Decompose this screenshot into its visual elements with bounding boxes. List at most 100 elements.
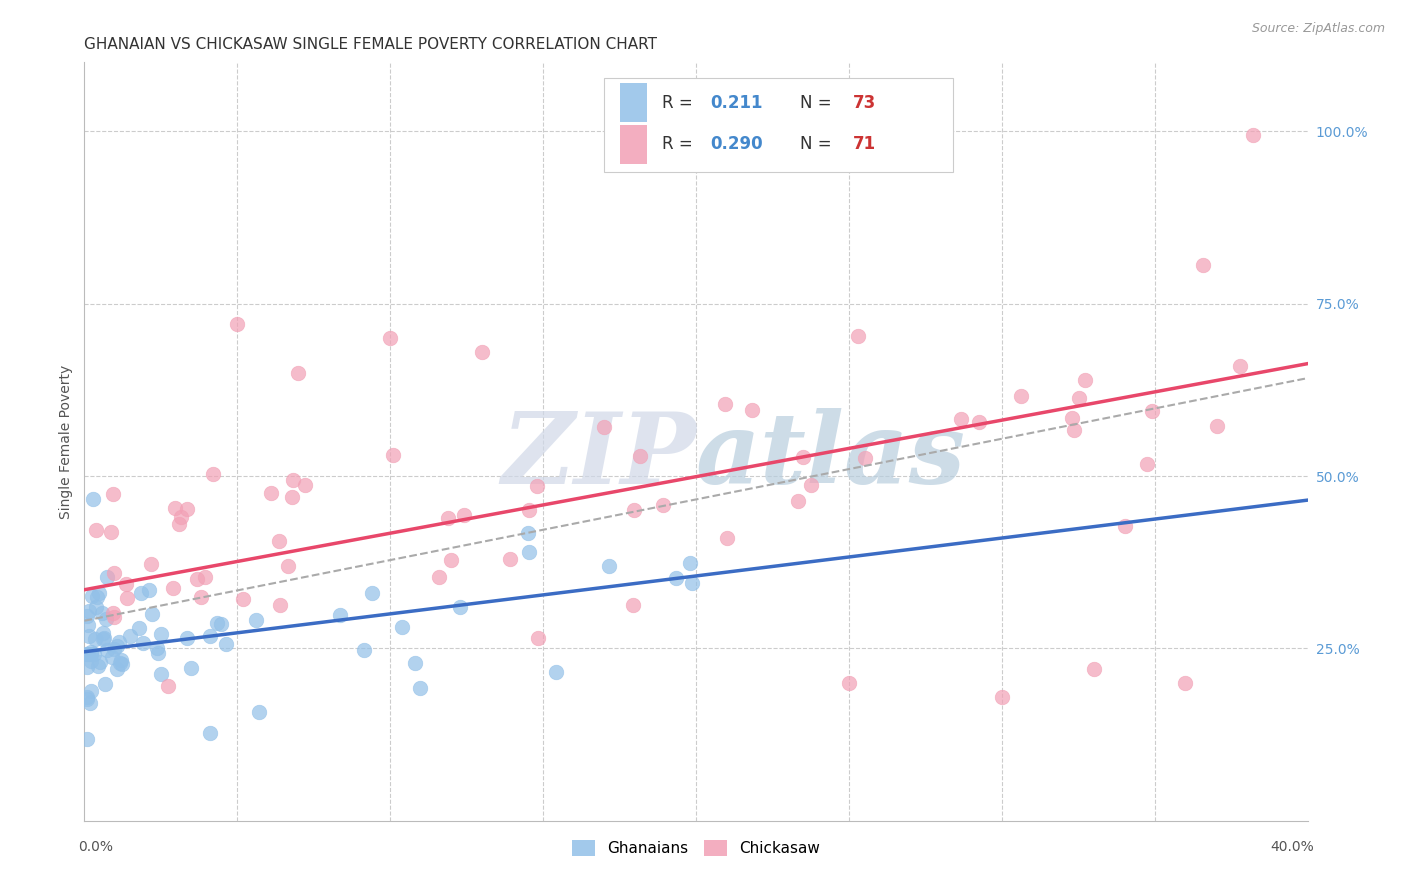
Point xyxy=(1192,258,1215,272)
Point xyxy=(176,631,198,645)
Point xyxy=(1062,411,1084,425)
Text: Source: ZipAtlas.com: Source: ZipAtlas.com xyxy=(1251,22,1385,36)
FancyBboxPatch shape xyxy=(605,78,953,172)
Point xyxy=(110,656,132,670)
Point xyxy=(76,648,98,662)
Point xyxy=(86,659,108,673)
Point xyxy=(84,523,107,537)
Point xyxy=(471,345,494,359)
Text: 40.0%: 40.0% xyxy=(1270,839,1313,854)
Point xyxy=(838,675,860,690)
Point xyxy=(950,412,973,426)
Point xyxy=(198,629,221,643)
Point xyxy=(128,621,150,635)
Point xyxy=(527,632,550,646)
Point xyxy=(1010,389,1032,403)
Point xyxy=(200,726,222,740)
Text: 0.211: 0.211 xyxy=(710,94,763,112)
Point xyxy=(713,397,735,411)
Point xyxy=(209,617,232,632)
Point xyxy=(353,642,375,657)
Point xyxy=(232,591,254,606)
Point xyxy=(194,570,217,584)
Point xyxy=(190,591,212,605)
Point xyxy=(80,683,103,698)
Point xyxy=(101,606,124,620)
Point xyxy=(167,516,190,531)
Point xyxy=(103,487,125,501)
Point xyxy=(991,690,1014,704)
Point xyxy=(1063,423,1085,437)
Point xyxy=(440,552,463,566)
Point xyxy=(94,612,117,626)
Point xyxy=(91,632,114,646)
Point xyxy=(79,696,101,710)
Point xyxy=(118,629,141,643)
Point xyxy=(149,666,172,681)
Point xyxy=(76,690,98,704)
Point xyxy=(76,732,98,747)
Text: 71: 71 xyxy=(852,136,876,153)
Point xyxy=(380,331,402,345)
Text: N =: N = xyxy=(800,136,837,153)
Point xyxy=(1114,518,1136,533)
Text: atlas: atlas xyxy=(696,409,966,505)
Point xyxy=(1140,404,1163,418)
Point xyxy=(76,608,98,623)
Text: N =: N = xyxy=(800,94,837,112)
Point xyxy=(90,606,112,620)
Point xyxy=(83,648,105,662)
Point xyxy=(146,640,169,655)
Point xyxy=(259,485,281,500)
Point xyxy=(115,591,138,605)
Point xyxy=(111,657,134,671)
Point xyxy=(621,598,644,612)
Point xyxy=(205,616,228,631)
Point xyxy=(328,608,350,623)
Point xyxy=(108,635,131,649)
Y-axis label: Single Female Poverty: Single Female Poverty xyxy=(59,365,73,518)
Point xyxy=(79,645,101,659)
Point xyxy=(89,586,111,600)
Point xyxy=(93,631,115,645)
Point xyxy=(76,647,98,661)
Point xyxy=(1083,662,1105,676)
Point xyxy=(391,620,413,634)
Point xyxy=(76,692,98,706)
Point xyxy=(100,525,122,540)
Point xyxy=(80,654,103,668)
Text: R =: R = xyxy=(662,94,697,112)
Point xyxy=(247,706,270,720)
Point xyxy=(846,329,869,343)
Text: 0.290: 0.290 xyxy=(710,136,763,153)
Point xyxy=(681,576,703,591)
Point xyxy=(1136,458,1159,472)
Point xyxy=(427,569,450,583)
Point xyxy=(186,572,208,586)
Point xyxy=(716,531,738,545)
Point xyxy=(139,557,162,571)
Point xyxy=(79,629,101,643)
Point xyxy=(517,545,540,559)
Point xyxy=(741,403,763,417)
Point xyxy=(792,450,814,464)
Point xyxy=(269,533,291,548)
Point xyxy=(294,478,316,492)
Point xyxy=(1074,373,1097,387)
Point xyxy=(281,490,304,504)
Point xyxy=(382,448,405,462)
Point xyxy=(93,677,115,691)
Point xyxy=(360,586,382,600)
Point xyxy=(598,558,620,573)
Text: R =: R = xyxy=(662,136,697,153)
Point xyxy=(103,642,125,657)
Point xyxy=(679,557,702,571)
Point xyxy=(1241,128,1264,142)
Point xyxy=(652,498,675,512)
Point xyxy=(226,318,249,332)
Point xyxy=(76,618,98,632)
Point xyxy=(149,626,172,640)
Point xyxy=(437,510,460,524)
FancyBboxPatch shape xyxy=(620,83,647,122)
Point xyxy=(1206,418,1229,433)
